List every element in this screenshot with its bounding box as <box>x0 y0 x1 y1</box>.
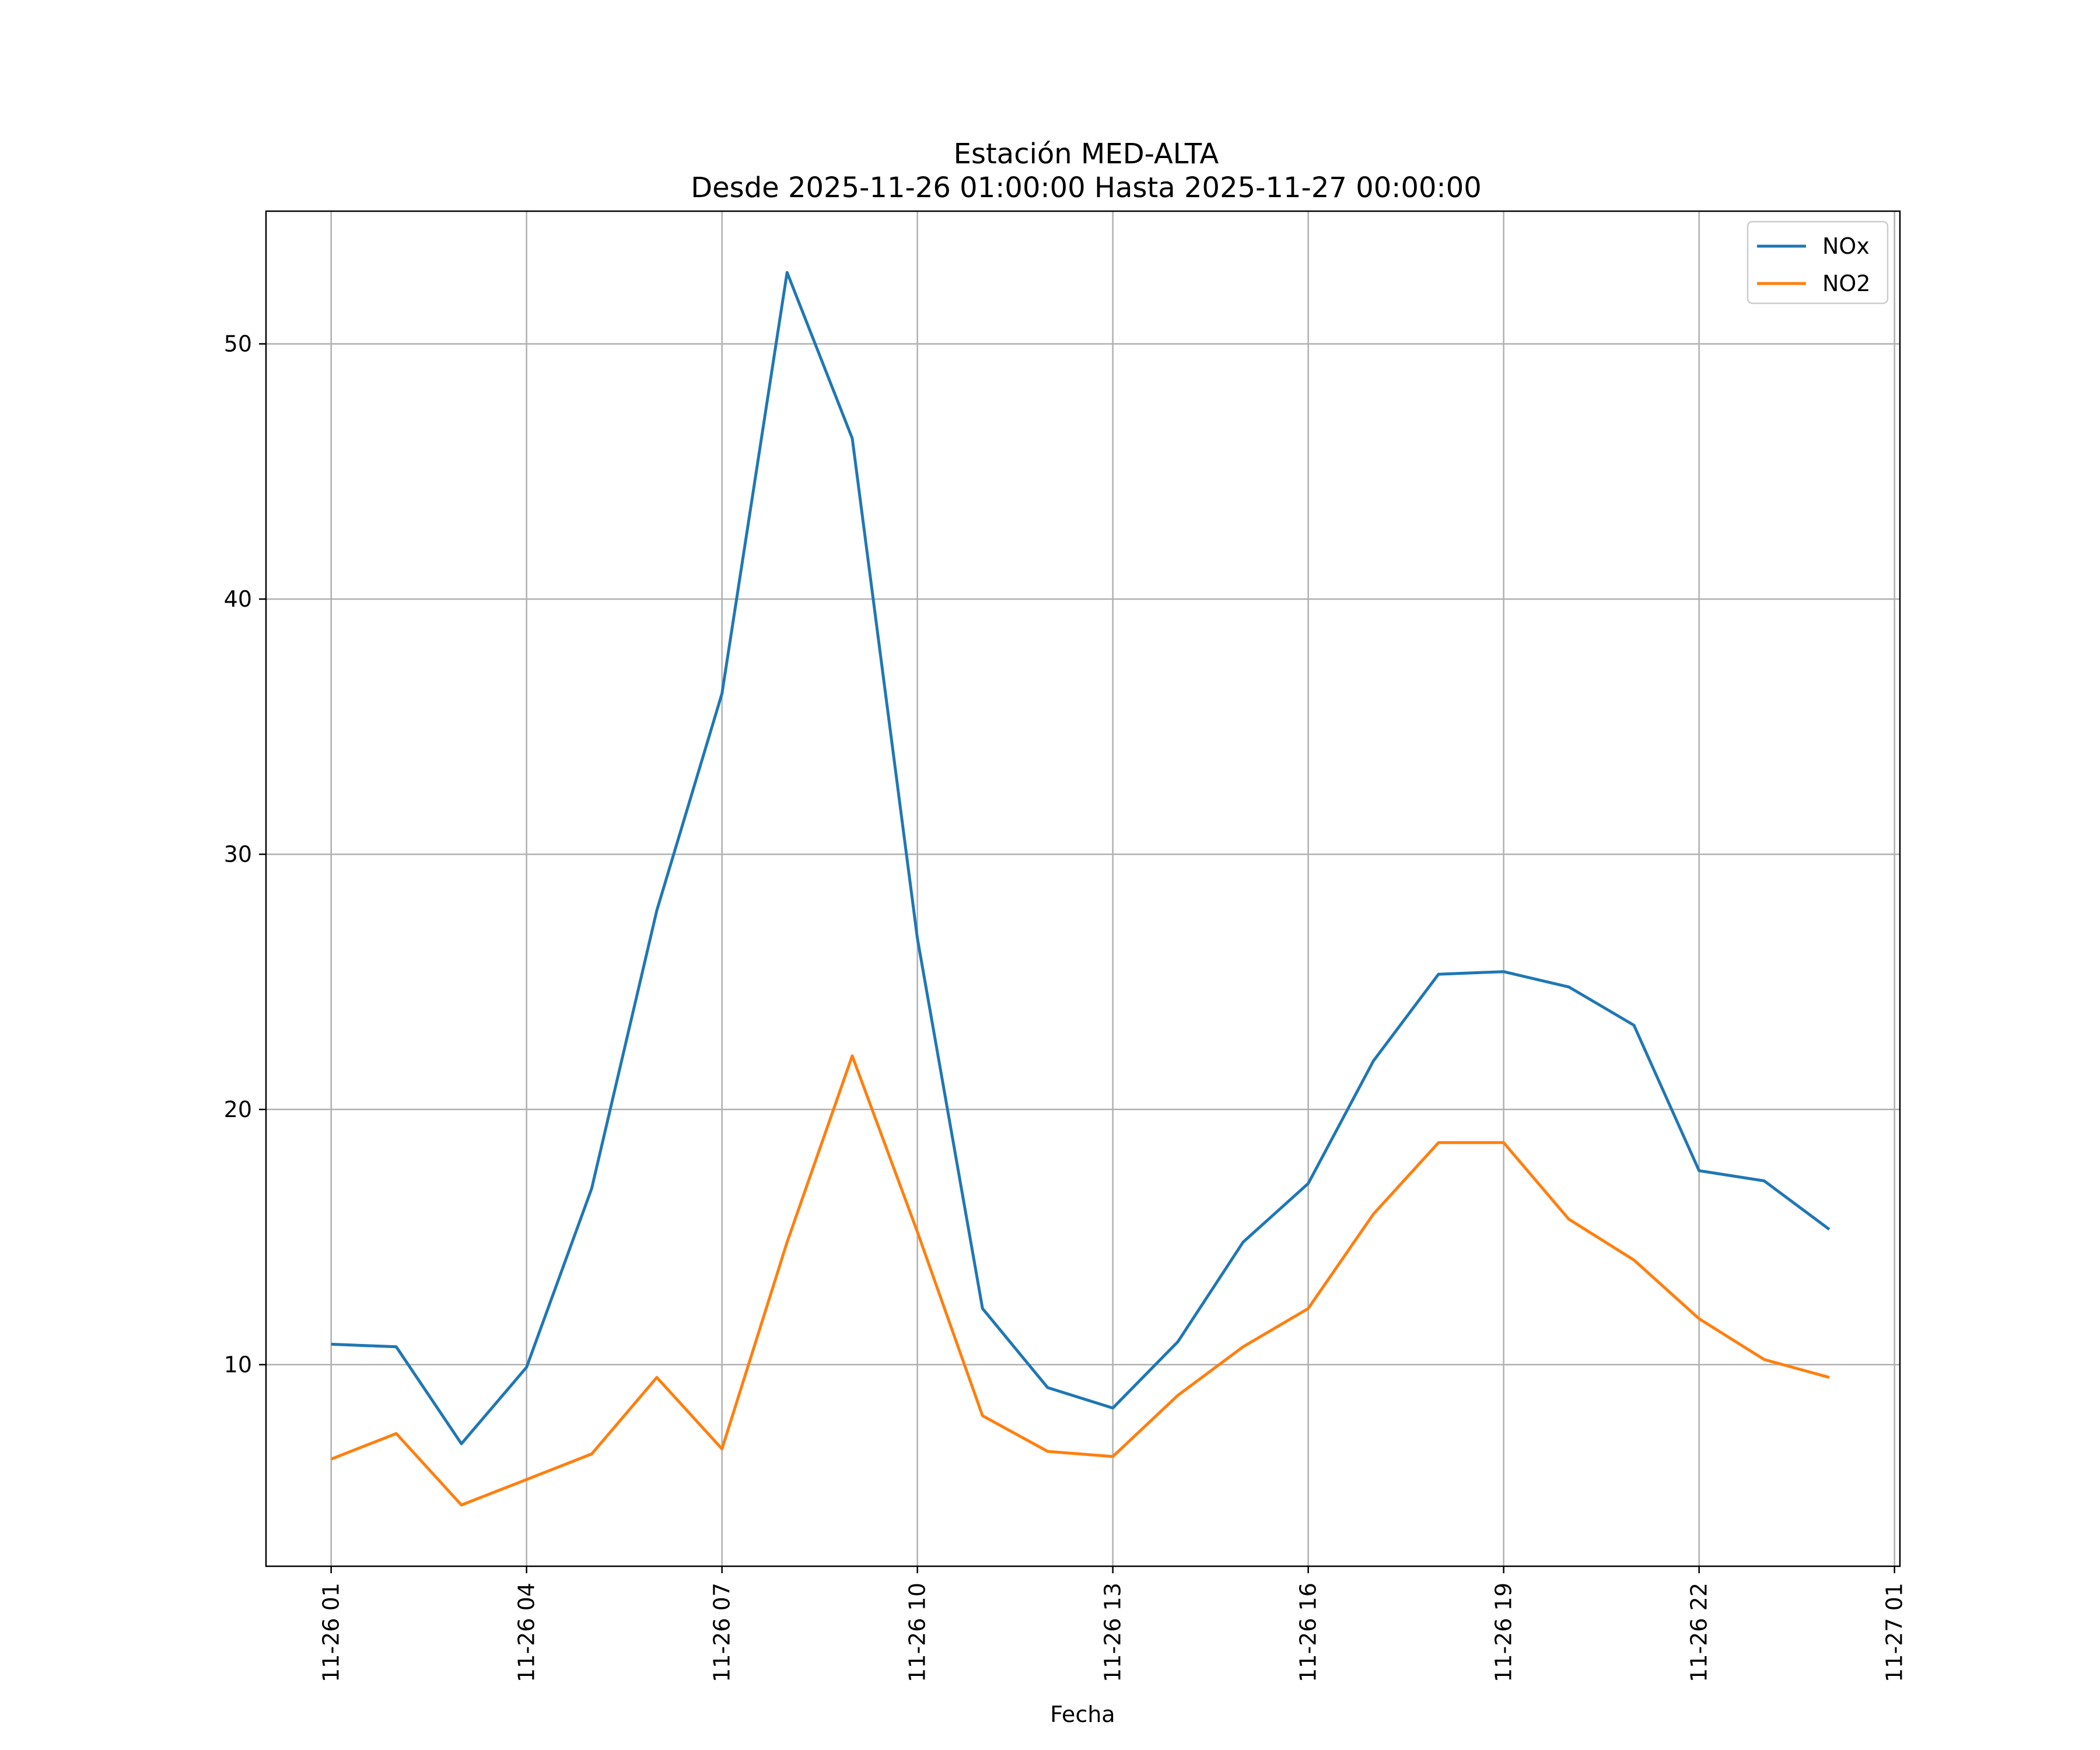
series-layer <box>330 271 1831 1507</box>
x-tick-label: 11-27 01 <box>1882 1583 1908 1682</box>
x-tick-label: 11-26 13 <box>1100 1583 1126 1682</box>
series-line-no2 <box>330 1054 1830 1507</box>
x-tick-label: 11-26 19 <box>1491 1583 1517 1682</box>
plot-frame <box>265 210 1901 1567</box>
x-tick-label: 11-26 01 <box>318 1583 344 1682</box>
y-axis: 10 20 30 40 50 <box>224 331 266 1377</box>
x-axis-label: Fecha <box>1050 1702 1115 1727</box>
y-tick-label: 30 <box>224 841 252 867</box>
x-tick-label: 11-26 16 <box>1296 1583 1321 1682</box>
x-tick-label: 11-26 04 <box>514 1583 540 1682</box>
y-tick-label: 20 <box>224 1097 252 1122</box>
x-tick-label: 11-26 22 <box>1686 1583 1712 1682</box>
x-axis: 11-26 01 11-26 04 11-26 07 11-26 10 11-26 13… <box>318 1566 1908 1682</box>
chart-title: Estación MED-ALTA <box>954 138 1219 170</box>
grid-lines <box>266 211 1900 1566</box>
y-tick-label: 40 <box>224 586 252 612</box>
chart-subtitle: Desde 2025-11-26 01:00:00 Hasta 2025-11-… <box>691 172 1482 204</box>
series-line-nox <box>331 271 1831 1446</box>
y-tick-label: 10 <box>224 1352 252 1377</box>
legend: NOx NO2 <box>1746 220 1889 304</box>
y-tick-label: 50 <box>224 331 252 356</box>
legend-label: NO2 <box>1822 271 1871 296</box>
legend-label: NOx <box>1822 233 1870 259</box>
x-tick-label: 11-26 10 <box>905 1583 930 1682</box>
x-tick-label: 11-26 07 <box>709 1583 735 1682</box>
